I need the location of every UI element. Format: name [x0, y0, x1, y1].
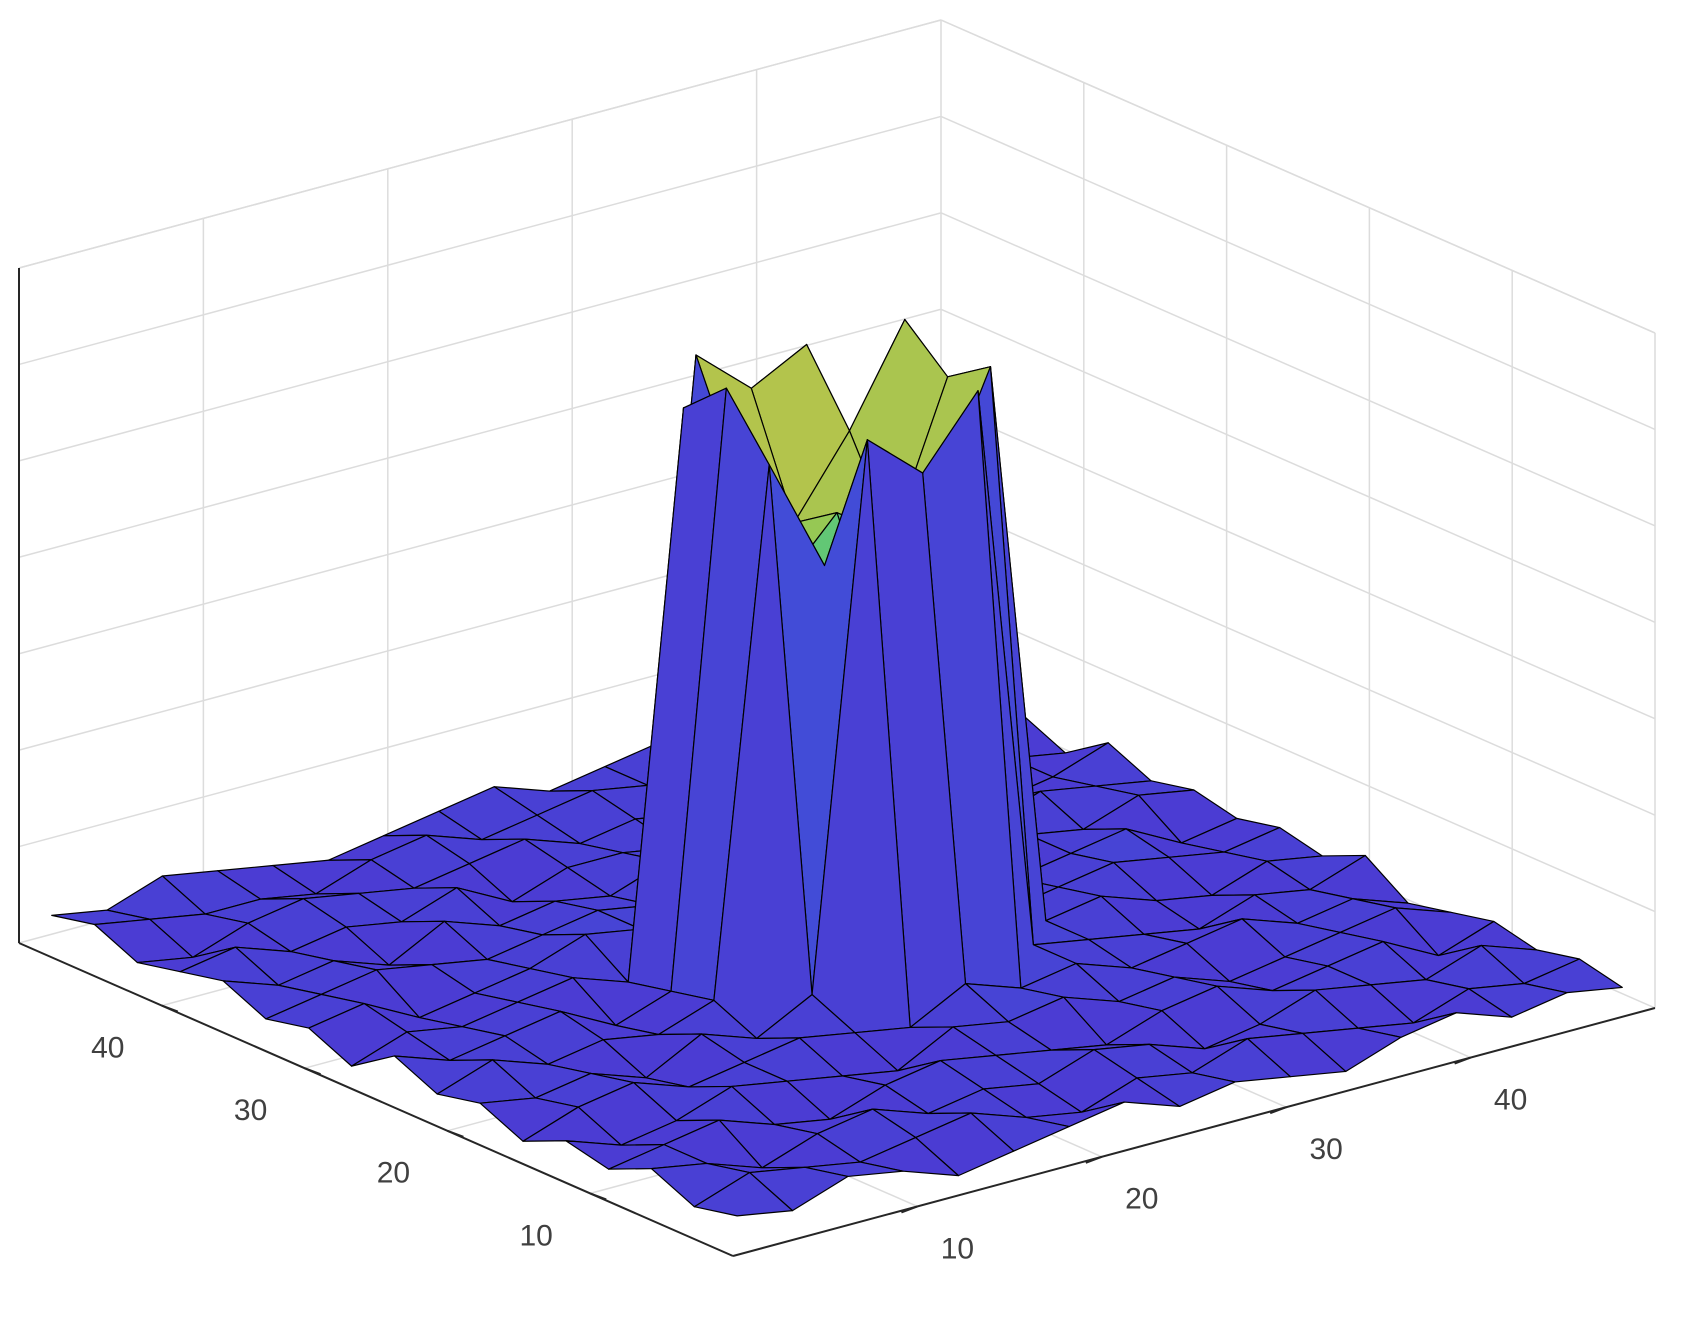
y-tick — [447, 1129, 464, 1138]
grid-line — [940, 405, 1656, 720]
x-tick — [1269, 1106, 1287, 1115]
axis-frame — [732, 1007, 1656, 1257]
grid-line — [940, 212, 1656, 527]
y-tick-label: 10 — [520, 1219, 553, 1252]
axis-frame — [940, 19, 1656, 334]
y-tick-label: 20 — [377, 1157, 410, 1190]
y-tick — [304, 1067, 321, 1076]
x-tick-label: 30 — [1310, 1133, 1343, 1166]
grid-line — [940, 115, 1656, 431]
axis-frame — [18, 942, 734, 1257]
y-tick-label: 40 — [91, 1032, 124, 1065]
grid-line — [940, 597, 1656, 913]
grid-line — [18, 308, 942, 559]
y-tick-label: 30 — [234, 1094, 267, 1127]
y-tick — [161, 1004, 179, 1013]
y-tick — [589, 1192, 607, 1201]
x-tick-label: 10 — [941, 1232, 974, 1265]
grid-line — [18, 212, 942, 462]
grid-line — [18, 115, 942, 366]
axis-frame — [18, 19, 942, 269]
x-tick-label: 40 — [1494, 1084, 1527, 1117]
grid-line — [940, 501, 1656, 816]
surface-face — [693, 1171, 794, 1217]
x-tick — [1085, 1155, 1103, 1164]
grid-line — [940, 308, 1656, 623]
x-tick-label: 20 — [1125, 1183, 1158, 1216]
x-tick — [1454, 1056, 1471, 1065]
x-tick — [901, 1205, 918, 1214]
